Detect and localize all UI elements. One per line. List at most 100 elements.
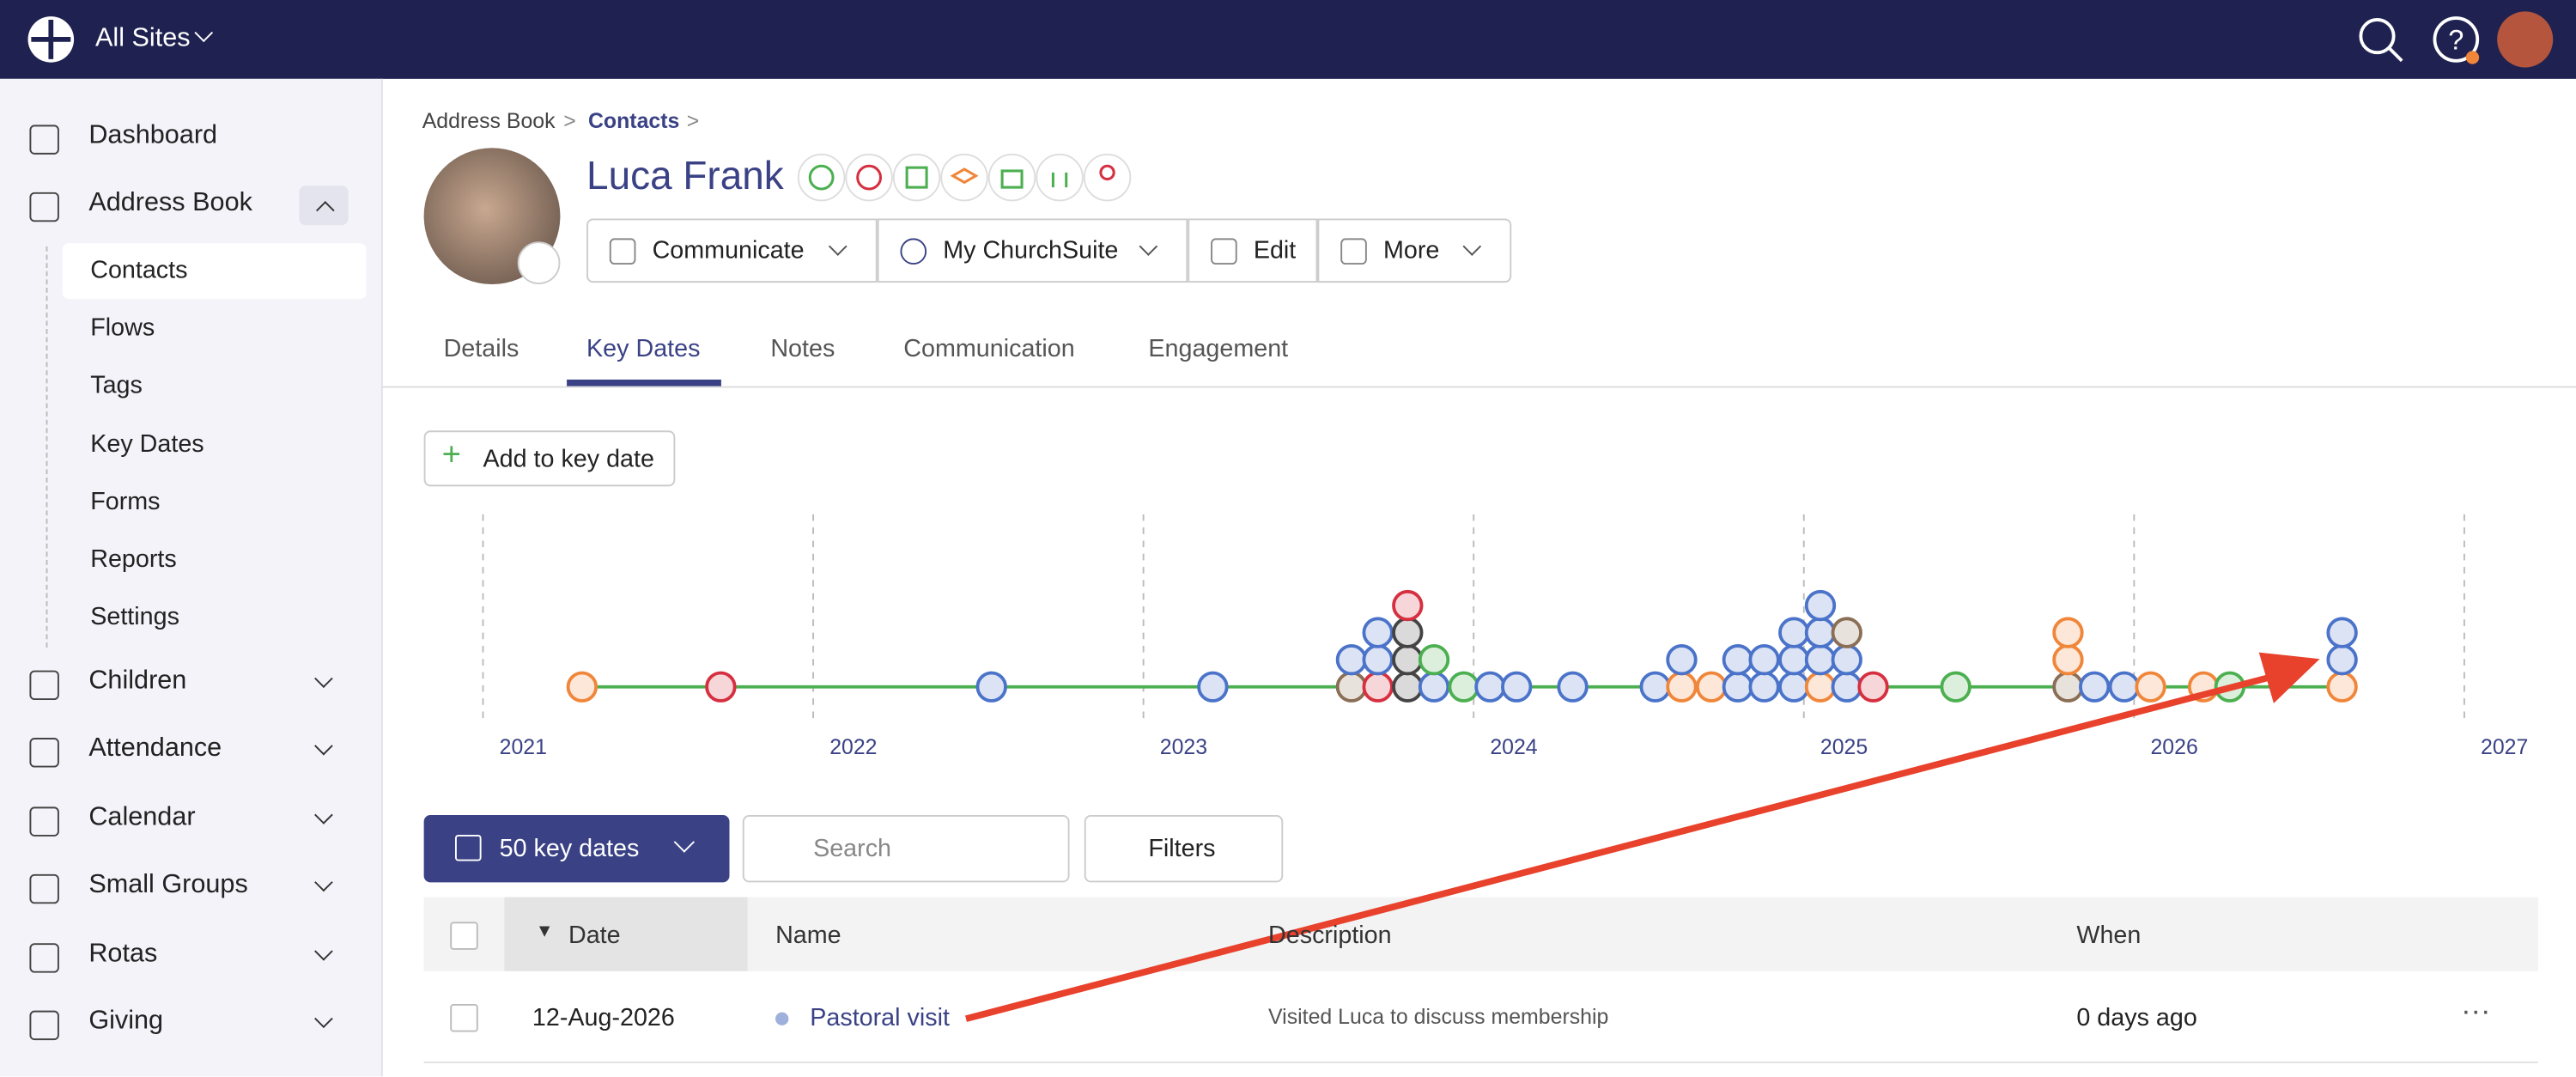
key-date-bg xyxy=(1364,618,1392,647)
key-date-bg xyxy=(1750,645,1778,674)
sub-nav-item[interactable]: Key Dates xyxy=(90,429,204,459)
tab[interactable]: Engagement xyxy=(1148,335,1289,363)
nav-item[interactable]: Address Book xyxy=(88,189,252,217)
tab[interactable]: Communication xyxy=(903,335,1075,363)
action-button[interactable] xyxy=(877,218,1188,283)
nav-icon xyxy=(29,738,59,768)
key-date xyxy=(1940,671,1971,703)
key-date xyxy=(1362,671,1394,703)
key-date-bg xyxy=(1806,618,1835,647)
select-all[interactable] xyxy=(450,922,478,950)
cell: 12-Aug-2026 xyxy=(532,1004,675,1032)
tab[interactable]: Details xyxy=(443,335,519,363)
column-header[interactable]: Date xyxy=(568,922,621,950)
nav-icon xyxy=(29,806,59,837)
key-date xyxy=(1392,671,1424,703)
separator: > xyxy=(563,108,576,133)
key-date-bg xyxy=(568,672,597,702)
separator: > xyxy=(686,108,700,133)
nav-item[interactable]: Dashboard xyxy=(88,121,218,150)
action-icon xyxy=(900,238,927,265)
collapse-button[interactable] xyxy=(299,186,349,226)
key-date-bg xyxy=(1779,645,1808,674)
nav-item[interactable]: Small Groups xyxy=(88,871,248,899)
key-date-bg xyxy=(2328,618,2356,647)
key-date xyxy=(1335,644,1368,676)
key-date xyxy=(705,671,737,703)
key-date-bg xyxy=(1364,645,1392,674)
column-header[interactable]: Description xyxy=(1268,922,1392,950)
status-icons xyxy=(797,153,1132,202)
nav-icon xyxy=(29,125,59,155)
button-label: Filters xyxy=(1148,834,1216,863)
nav-item[interactable]: Calendar xyxy=(88,803,196,832)
sub-nav-item[interactable]: Contacts xyxy=(90,256,188,284)
key-date-bg xyxy=(1806,645,1835,674)
sub-nav-item[interactable]: Reports xyxy=(90,545,177,574)
search-icon[interactable] xyxy=(2356,15,2405,64)
key-date-bg xyxy=(1832,645,1862,674)
tab[interactable]: Notes xyxy=(770,335,835,363)
logo[interactable] xyxy=(27,15,76,64)
action-icon xyxy=(1340,238,1367,265)
key-date xyxy=(1418,671,1450,703)
tab[interactable]: Key Dates xyxy=(586,335,701,363)
year-label: 2021 xyxy=(500,735,547,759)
camera-button[interactable] xyxy=(517,241,561,284)
action-icon xyxy=(1211,238,1237,265)
column-header[interactable]: When xyxy=(2076,922,2142,950)
active-tab-underline xyxy=(567,379,721,386)
sub-nav-item[interactable]: Forms xyxy=(90,487,161,516)
nav-item[interactable]: Rotas xyxy=(88,940,158,968)
nav-icon xyxy=(29,943,59,973)
user-avatar[interactable] xyxy=(2497,11,2554,68)
key-date-bg xyxy=(1779,618,1808,647)
filters-button[interactable]: Filters xyxy=(1084,814,1284,883)
row-checkbox[interactable] xyxy=(450,1004,478,1032)
nav-item[interactable]: Giving xyxy=(88,1007,164,1036)
key-date xyxy=(1362,617,1394,648)
column-header[interactable]: Name xyxy=(775,922,841,950)
key-dates-button[interactable]: 50 key dates xyxy=(423,814,730,883)
checkbox-icon xyxy=(454,834,482,861)
key-date xyxy=(1501,671,1533,703)
key-date xyxy=(1666,671,1698,703)
search-input[interactable]: Search xyxy=(742,814,1070,883)
help-icon[interactable]: ? xyxy=(2432,15,2484,67)
key-date xyxy=(1392,644,1424,676)
nav-item[interactable]: Attendance xyxy=(88,734,222,763)
row-divider xyxy=(423,1061,2539,1063)
button-label: Add to key date xyxy=(483,444,654,473)
key-date xyxy=(1448,671,1479,703)
tab-divider xyxy=(380,386,2576,388)
breadcrumb[interactable]: Contacts xyxy=(587,108,680,133)
breadcrumb[interactable]: Address Book xyxy=(422,108,556,133)
site-selector[interactable]: All Sites xyxy=(94,24,191,53)
key-date xyxy=(1748,644,1780,676)
year-label: 2026 xyxy=(2150,735,2197,759)
action-button[interactable] xyxy=(1188,218,1318,283)
sub-nav-item[interactable]: Tags xyxy=(90,372,143,400)
add-key-date-button[interactable]: Add to key date xyxy=(423,430,676,487)
key-date xyxy=(2214,671,2246,703)
action-label: Communicate xyxy=(652,236,805,265)
sub-nav-item[interactable]: Settings xyxy=(90,603,179,632)
key-date xyxy=(1804,617,1837,648)
action-button[interactable] xyxy=(1317,218,1512,283)
sort-icon: ▼ xyxy=(535,922,554,942)
row-menu[interactable]: ··· xyxy=(2461,994,2491,1027)
key-date xyxy=(1666,644,1698,676)
plus-icon: + xyxy=(441,436,462,474)
nav-item[interactable]: Children xyxy=(88,666,187,696)
key-date xyxy=(1392,589,1424,622)
key-date xyxy=(1778,644,1810,676)
sorted-column xyxy=(504,897,748,971)
sub-nav-line xyxy=(46,246,48,648)
key-date-bg xyxy=(2054,618,2082,647)
nav-icon xyxy=(29,670,59,701)
key-date xyxy=(1474,671,1506,703)
cell[interactable]: Pastoral visit xyxy=(810,1004,950,1032)
nav-icon xyxy=(29,873,59,904)
sub-nav-item[interactable]: Flows xyxy=(90,313,155,343)
